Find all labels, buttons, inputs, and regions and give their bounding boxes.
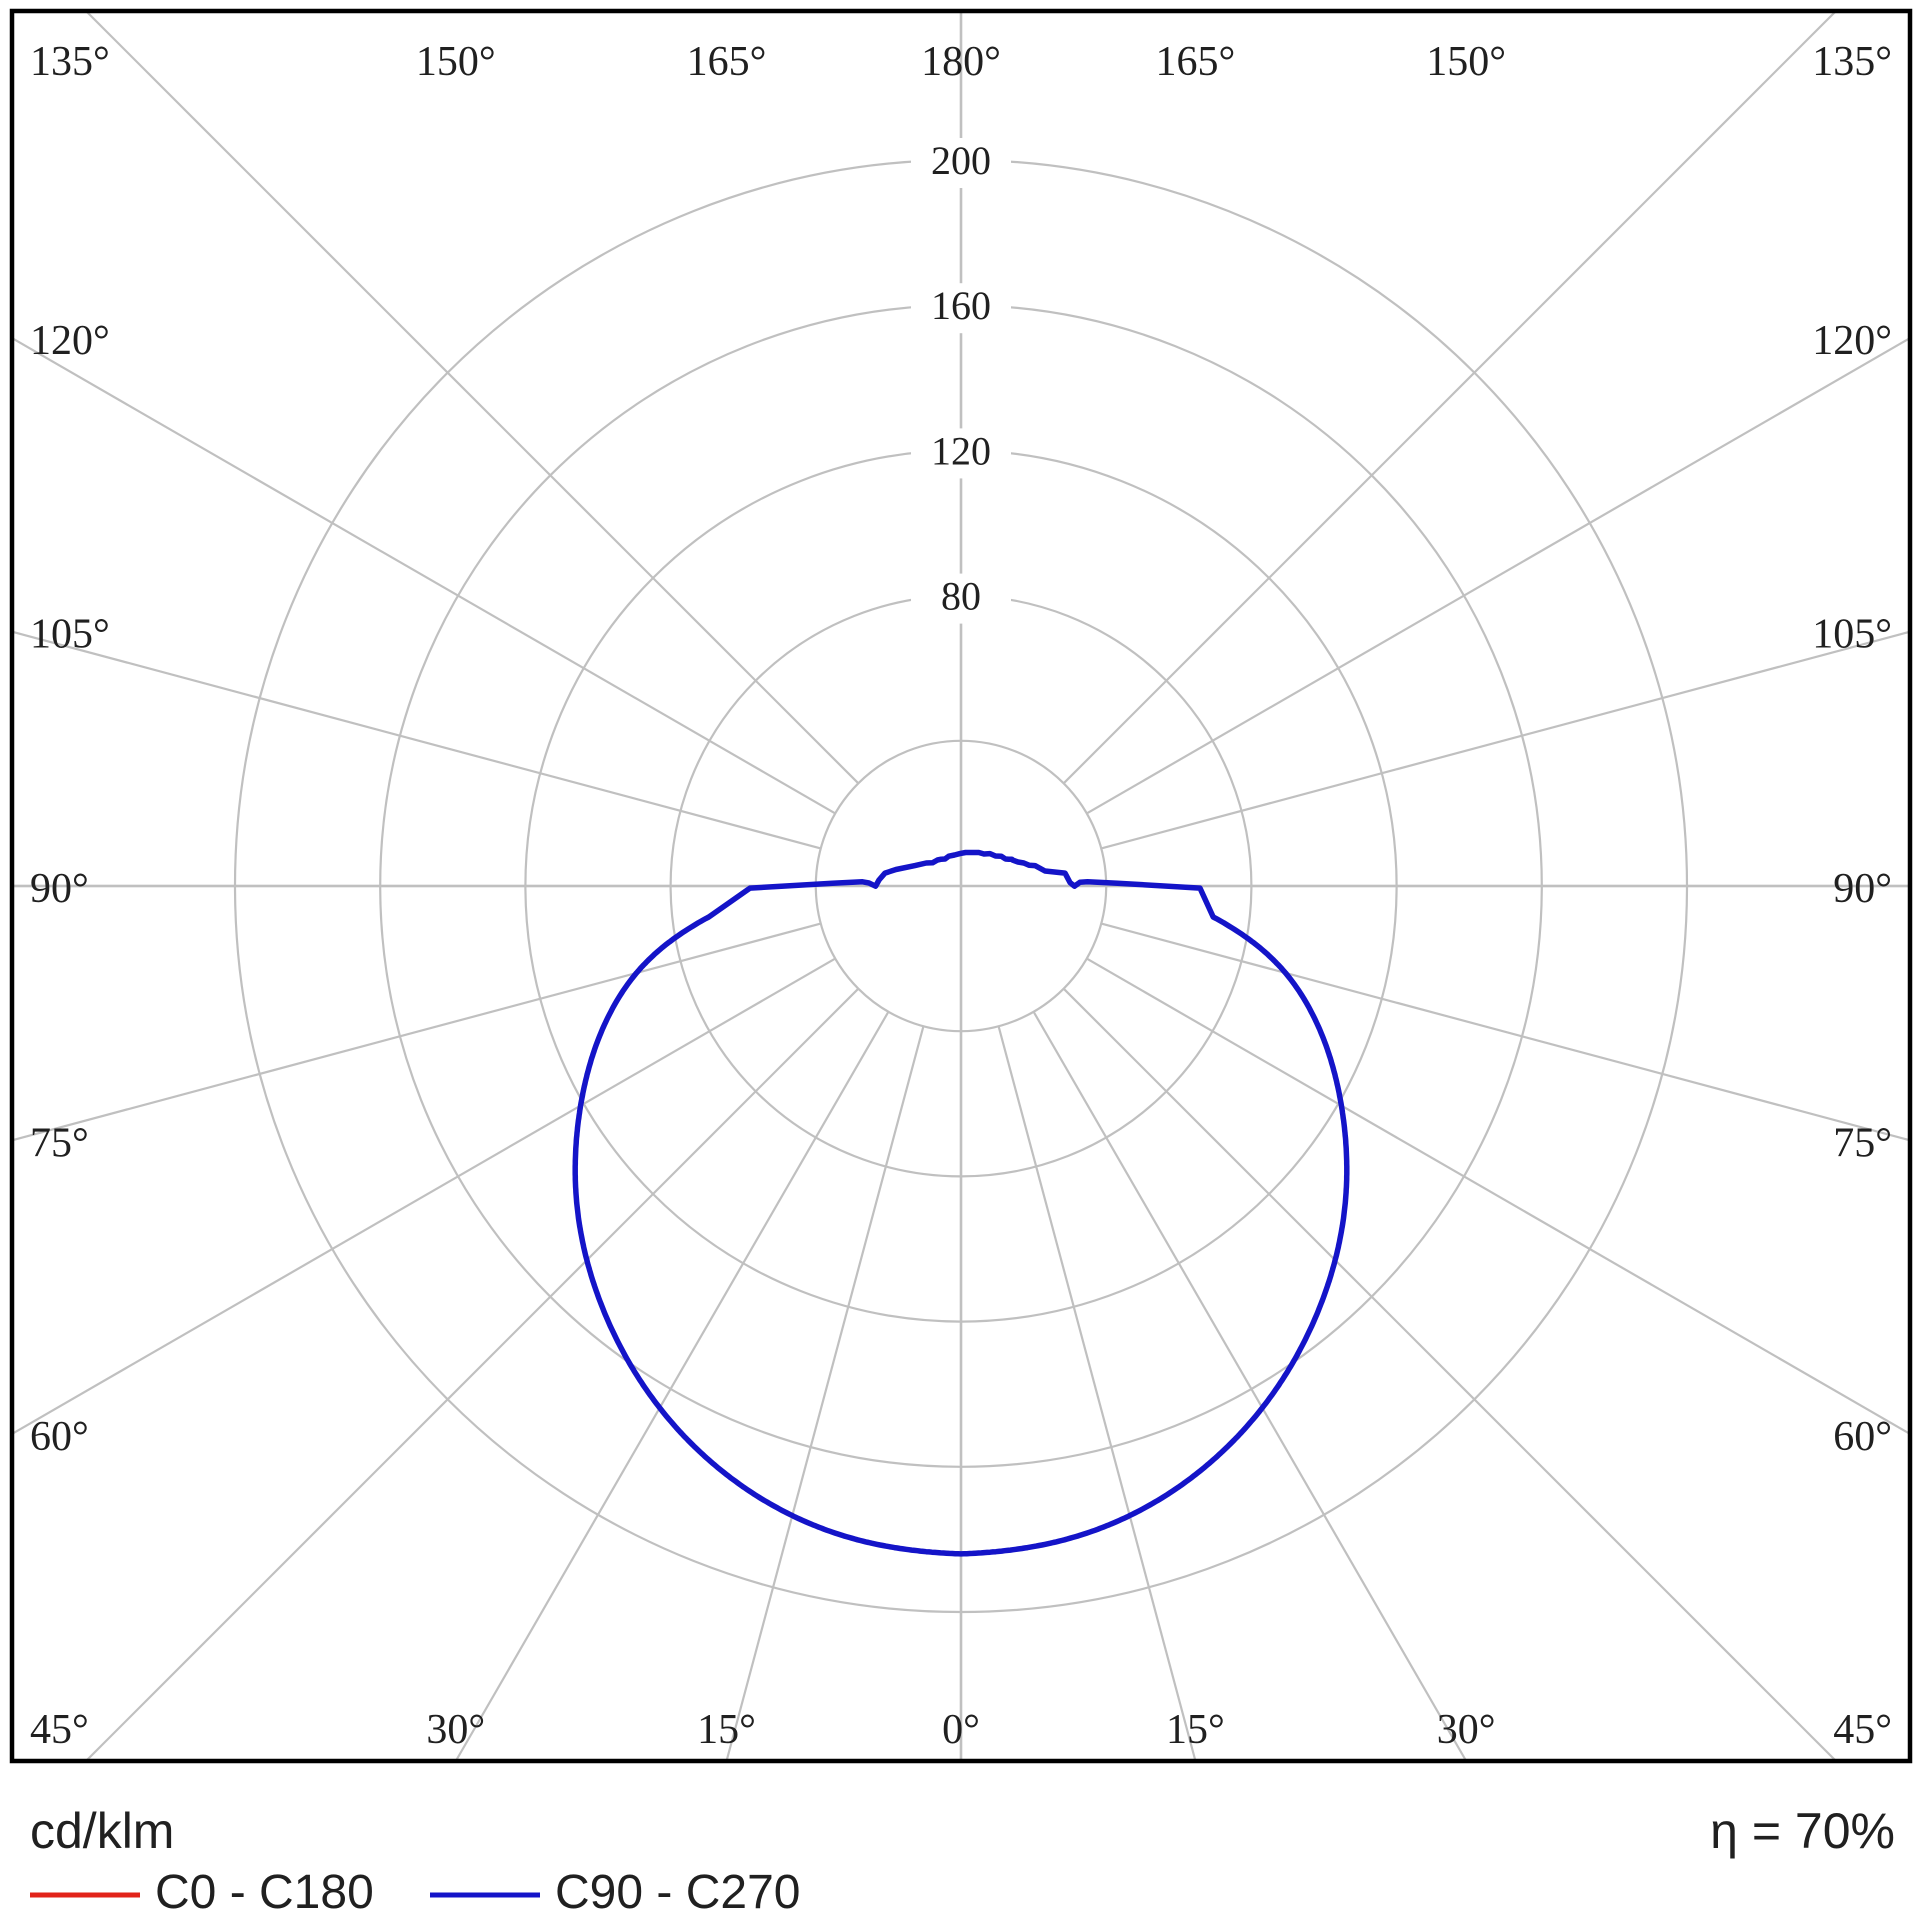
svg-text:60°: 60° [1833, 1414, 1892, 1460]
svg-text:200: 200 [931, 138, 991, 183]
svg-text:cd/klm: cd/klm [30, 1803, 174, 1859]
svg-text:150°: 150° [416, 39, 496, 85]
svg-text:105°: 105° [30, 612, 110, 658]
svg-text:165°: 165° [687, 39, 767, 85]
svg-text:80: 80 [941, 574, 981, 619]
svg-text:45°: 45° [1833, 1707, 1892, 1753]
svg-text:150°: 150° [1426, 39, 1506, 85]
svg-text:135°: 135° [1812, 39, 1892, 85]
svg-text:75°: 75° [30, 1120, 89, 1166]
svg-text:30°: 30° [1437, 1707, 1496, 1753]
svg-text:45°: 45° [30, 1707, 89, 1753]
svg-text:160: 160 [931, 283, 991, 328]
svg-text:0°: 0° [942, 1707, 980, 1753]
svg-text:90°: 90° [30, 866, 89, 912]
svg-text:120°: 120° [30, 318, 110, 364]
svg-text:105°: 105° [1812, 612, 1892, 658]
svg-text:90°: 90° [1833, 866, 1892, 912]
svg-text:30°: 30° [426, 1707, 485, 1753]
svg-text:C0 - C180: C0 - C180 [155, 1866, 374, 1919]
svg-text:C90 - C270: C90 - C270 [555, 1866, 800, 1919]
svg-text:135°: 135° [30, 39, 110, 85]
svg-text:15°: 15° [697, 1707, 756, 1753]
svg-text:120°: 120° [1812, 318, 1892, 364]
svg-text:120: 120 [931, 428, 991, 473]
svg-text:75°: 75° [1833, 1120, 1892, 1166]
svg-text:60°: 60° [30, 1414, 89, 1460]
svg-text:15°: 15° [1166, 1707, 1225, 1753]
svg-text:165°: 165° [1156, 39, 1236, 85]
svg-text:180°: 180° [921, 39, 1001, 85]
svg-text:η = 70%: η = 70% [1710, 1803, 1895, 1859]
